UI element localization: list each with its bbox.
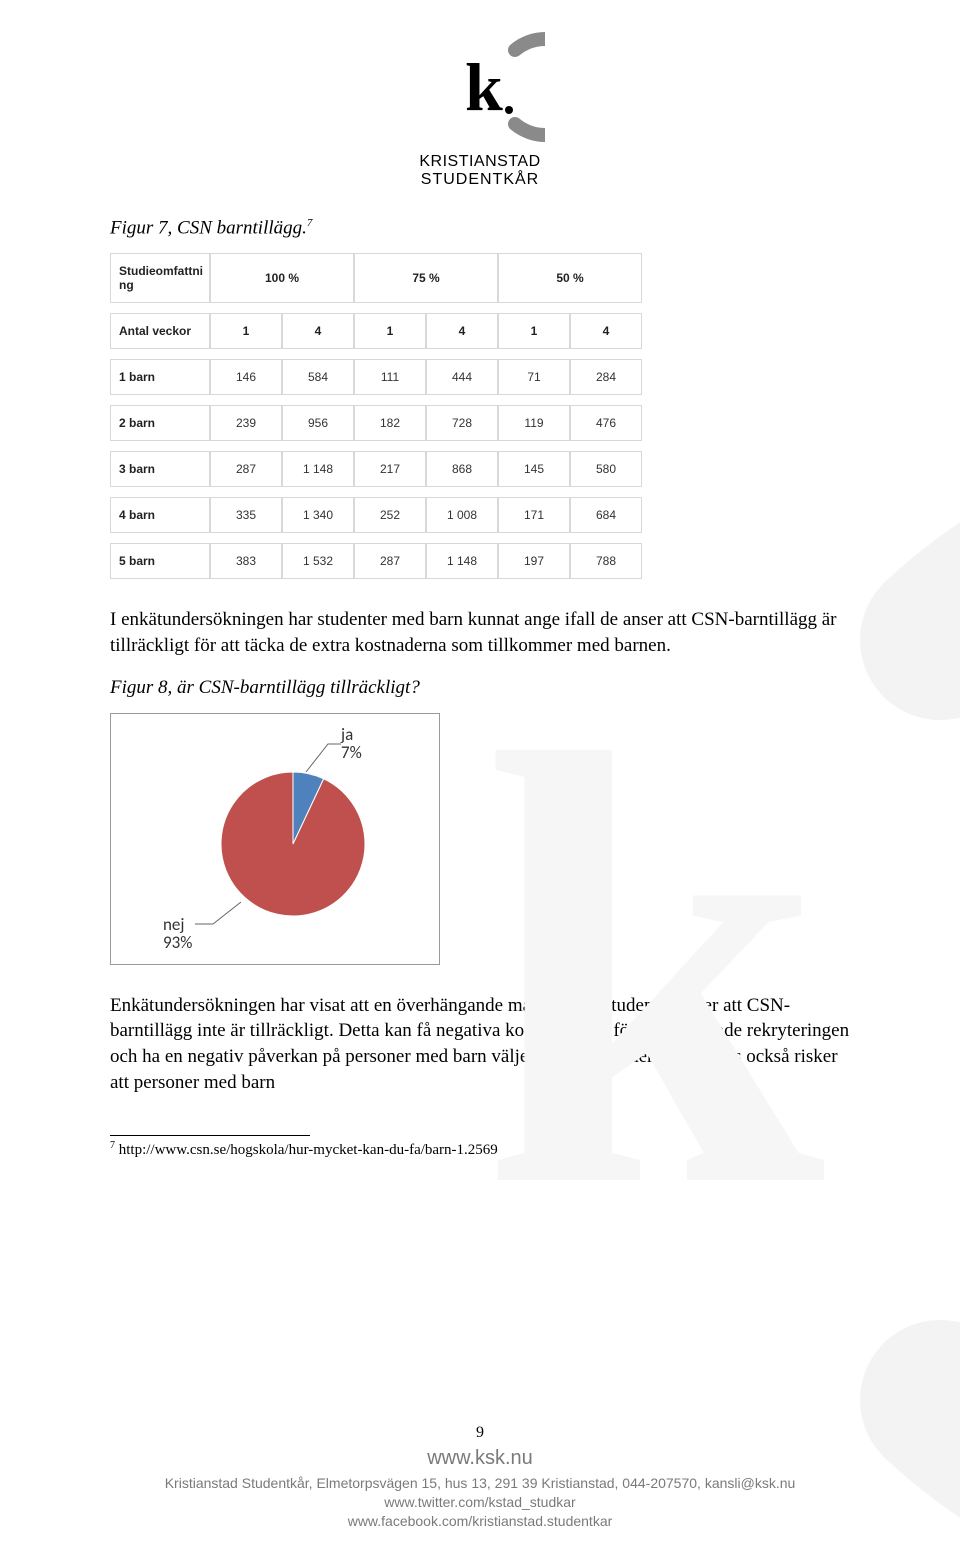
footnote: 7 http://www.csn.se/hogskola/hur-mycket-… — [110, 1140, 850, 1159]
footer-site: www.ksk.nu — [0, 1445, 960, 1472]
paragraph-2: Enkätundersökningen har visat att en öve… — [110, 993, 850, 1096]
svg-text:k: k — [465, 49, 503, 125]
csn-table: Studieomfattni ng100 %75 %50 %Antal veck… — [110, 253, 850, 579]
pie-label-nej: nej93% — [163, 916, 192, 953]
footnote-num: 7 — [110, 1140, 115, 1151]
figure-8-caption: Figur 8, är CSN-barntillägg tillräckligt… — [110, 677, 850, 699]
logo-text-2: STUDENTKÅR — [110, 171, 850, 189]
footer-line-3: www.facebook.com/kristianstad.studentkar — [0, 1512, 960, 1531]
org-logo: k KRISTIANSTAD STUDENTKÅR — [110, 32, 850, 189]
footnote-text: http://www.csn.se/hogskola/hur-mycket-ka… — [119, 1142, 498, 1158]
paragraph-1: I enkätundersökningen har studenter med … — [110, 607, 850, 658]
page-number: 9 — [0, 1422, 960, 1444]
footer-line-2: www.twitter.com/kstad_studkar — [0, 1493, 960, 1512]
pie-chart-box: ja7% nej93% — [110, 713, 440, 965]
pie-label-ja: ja7% — [341, 726, 362, 763]
svg-text:k: k — [480, 629, 829, 1315]
caption-text: Figur 7, CSN barntillägg. — [110, 217, 307, 238]
footnote-rule — [110, 1135, 310, 1136]
logo-text-1: KRISTIANSTAD — [110, 153, 850, 171]
page-footer: 9 www.ksk.nu Kristianstad Studentkår, El… — [0, 1422, 960, 1531]
caption-sup: 7 — [307, 217, 313, 229]
footer-line-1: Kristianstad Studentkår, Elmetorpsvägen … — [0, 1474, 960, 1493]
figure-7-caption: Figur 7, CSN barntillägg.7 — [110, 217, 850, 239]
